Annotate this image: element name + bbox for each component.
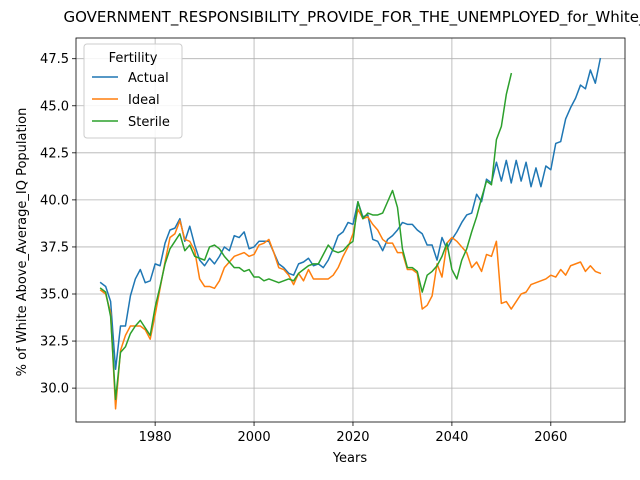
legend: Fertility Actual Ideal Sterile xyxy=(83,43,183,139)
x-tick-label: 2000 xyxy=(238,430,271,445)
x-tick-label: 2020 xyxy=(336,430,369,445)
legend-label-ideal: Ideal xyxy=(128,93,160,108)
y-tick-label: 35.0 xyxy=(40,288,69,303)
series-line-sterile xyxy=(99,72,513,401)
chart-title: GOVERNMENT_RESPONSIBILITY_PROVIDE_FOR_TH… xyxy=(63,8,640,27)
legend-title: Fertility xyxy=(109,51,158,66)
y-tick-label: 47.5 xyxy=(40,52,69,67)
legend-label-actual: Actual xyxy=(128,71,169,86)
y-tick-label: 40.0 xyxy=(40,193,69,208)
y-tick-label: 42.5 xyxy=(40,146,69,161)
x-tick-label: 1980 xyxy=(139,430,172,445)
legend-box xyxy=(83,43,183,139)
y-tick-label: 30.0 xyxy=(40,382,69,397)
x-tick-label: 2060 xyxy=(534,430,567,445)
y-tick-label: 45.0 xyxy=(40,99,69,114)
plot-frame xyxy=(75,37,626,423)
y-tick-label: 32.5 xyxy=(40,335,69,350)
series-layer xyxy=(99,57,602,410)
y-tick-label: 37.5 xyxy=(40,240,69,255)
series-line-ideal xyxy=(99,208,602,410)
x-axis-label: Years xyxy=(332,451,368,466)
x-tick-label: 2040 xyxy=(435,430,468,445)
y-axis-label: % of White Above_Average_IQ Population xyxy=(15,108,30,377)
legend-label-sterile: Sterile xyxy=(128,115,170,130)
ticks: 1980 2000 2020 2040 2060 30.0 32.5 35.0 37.5 40.0… xyxy=(40,52,567,445)
